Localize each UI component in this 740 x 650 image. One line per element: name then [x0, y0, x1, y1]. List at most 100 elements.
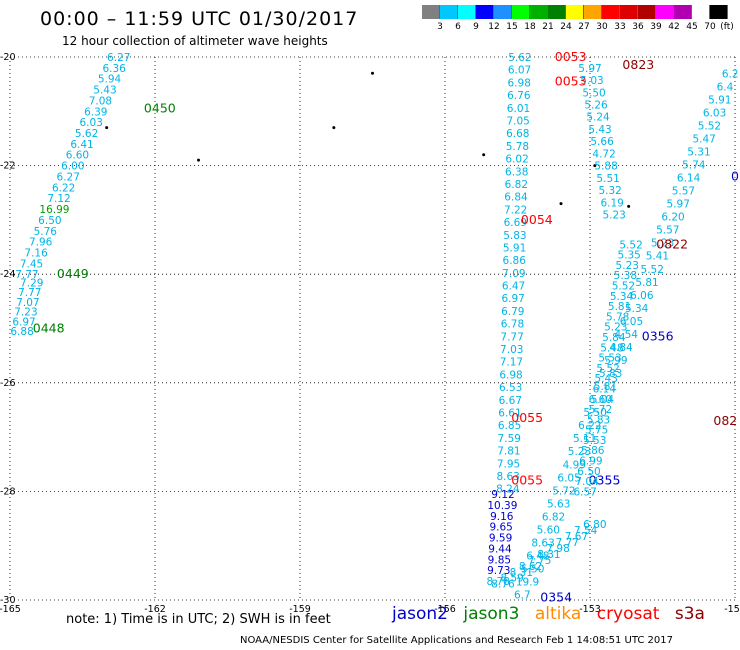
wave-height-label: 6.20: [661, 212, 684, 224]
wave-height-label: 4.72: [592, 148, 615, 160]
wave-height-label: 5.04: [591, 394, 615, 406]
wave-height-label: 5.51: [596, 173, 619, 185]
wave-height-label: 8.78: [486, 576, 509, 588]
wave-height-label: 5.23: [651, 238, 674, 250]
wave-height-label: 5.52: [619, 239, 642, 251]
color-scale-label: 33: [614, 22, 626, 32]
track-s3a-0822: 0822: [656, 236, 688, 251]
wave-height-label: 6.97: [12, 316, 35, 328]
wave-height-label: 5.97: [667, 199, 690, 211]
island-marker: [559, 202, 563, 206]
pass-time-label: 0450: [144, 101, 176, 116]
pass-time-label: 0355: [589, 473, 621, 488]
color-scale-swatch: [692, 5, 710, 19]
wave-height-label: 6.60: [66, 150, 89, 162]
island-marker: [627, 204, 631, 208]
island-marker: [482, 153, 486, 157]
lon-tick-label: -150: [724, 604, 740, 615]
map-grid: [9, 56, 736, 601]
color-scale-swatch: [458, 5, 476, 19]
wave-height-label: 8.62: [519, 561, 542, 573]
lat-tick-label: -20: [0, 52, 16, 63]
color-scale-label: 45: [686, 22, 698, 32]
track-cryosat-second: 0053: [555, 73, 587, 88]
wave-height-label: 6.22: [52, 182, 75, 194]
wave-height-label: 5.62: [508, 52, 531, 64]
wave-height-label: 19.9: [516, 577, 539, 589]
wave-height-label: 5.52: [641, 264, 664, 276]
wave-height-label: 5.74: [682, 160, 706, 172]
color-scale-label: 3: [437, 22, 443, 32]
track-jason2-0356: 0356: [642, 329, 674, 344]
wave-height-label: 5.84: [602, 332, 626, 344]
satellite-legend: jason2 jason3 altika cryosat s3a: [392, 604, 715, 624]
wave-height-label: 5.72: [552, 485, 575, 497]
color-scale-label: 24: [560, 22, 572, 32]
color-scale-label: 21: [542, 22, 554, 32]
wave-height-label: 4.54: [615, 329, 639, 341]
wave-height-label: 8.59: [500, 573, 523, 585]
wave-height-label: 5.57: [672, 186, 695, 198]
wave-height-label: 6.36: [102, 63, 126, 75]
credit-line: NOAA/NESDIS Center for Satellite Applica…: [240, 635, 673, 646]
wave-height-label: 6.79: [501, 306, 524, 318]
wave-height-label: 5.43: [588, 124, 611, 136]
wave-height-label: 6.14: [677, 173, 701, 185]
islands: [105, 71, 631, 208]
wave-height-label: 6.19: [600, 197, 623, 209]
wave-height-label: 5.43: [595, 373, 618, 385]
wave-height-label: 5.52: [596, 363, 619, 375]
track-cryosat-0055a: 0055: [511, 410, 543, 425]
wave-height-label: 5.24: [586, 112, 610, 124]
color-scale-label: 36: [632, 22, 644, 32]
wave-height-label: 9.12: [491, 489, 514, 501]
color-scale-label: 18: [524, 22, 536, 32]
color-scale-label: 27: [578, 22, 590, 32]
wave-height-label: 7.04: [575, 476, 599, 488]
wave-height-label: 5.32: [598, 185, 621, 197]
wave-height-label: 7.22: [504, 204, 527, 216]
lat-tick-label: -24: [0, 269, 16, 280]
legend-cryosat: cryosat: [596, 604, 660, 624]
wave-height-label: 5.78: [606, 311, 629, 323]
pass-time-label: 0822: [656, 236, 688, 251]
wave-height-label: 5.99: [604, 355, 627, 367]
color-scale-swatch: [674, 5, 692, 19]
wave-height-label: 6.41: [70, 139, 93, 151]
color-scale-label: 30: [596, 22, 608, 32]
lat-tick-label: -26: [0, 378, 16, 389]
pass-time-label: 0354: [540, 589, 572, 604]
wave-height-label: 5.50: [583, 407, 606, 419]
color-scale-swatch: [566, 5, 584, 19]
wave-height-label: 8.31: [537, 549, 560, 561]
wave-height-label: 6.06: [630, 290, 654, 302]
wave-height-label: 6.84: [504, 192, 528, 204]
lon-tick-label: -162: [144, 604, 166, 615]
wave-height-label: 6.98: [499, 369, 522, 381]
color-scale-label: 9: [473, 22, 479, 32]
wave-height-label: 5.78: [506, 141, 529, 153]
wave-height-label: 5.91: [708, 94, 731, 106]
wave-height-label: 5.38: [614, 270, 637, 282]
wave-height-label: 6.22: [578, 420, 601, 432]
wave-height-label: 6.80: [583, 519, 606, 531]
wave-height-label: 6.76: [507, 90, 531, 102]
lon-tick-label: -156: [434, 604, 456, 615]
page-title: 00:00 – 11:59 UTC 01/30/2017: [40, 8, 359, 30]
color-scale-swatch: [548, 5, 566, 19]
island-marker: [105, 126, 109, 130]
pass-time-label: 0054: [521, 212, 553, 227]
wave-height-label: 5.83: [599, 368, 622, 380]
wave-height-label: 6.2: [722, 68, 739, 80]
wave-height-label: 6.03: [80, 117, 103, 129]
page-subtitle: 12 hour collection of altimeter wave hei…: [62, 34, 328, 48]
wave-height-label: 6.86: [503, 255, 527, 267]
wave-height-label: 5.76: [34, 226, 58, 238]
color-scale-swatch: [422, 5, 440, 19]
track-jason3-west-c: 0448: [33, 321, 65, 336]
color-scale-swatch: [656, 5, 674, 19]
wave-height-label: 7.23: [14, 307, 37, 319]
pass-time-label: 0448: [33, 321, 65, 336]
track-s3a-082: 082: [713, 413, 737, 428]
wave-height-label: 7.95: [497, 458, 520, 470]
